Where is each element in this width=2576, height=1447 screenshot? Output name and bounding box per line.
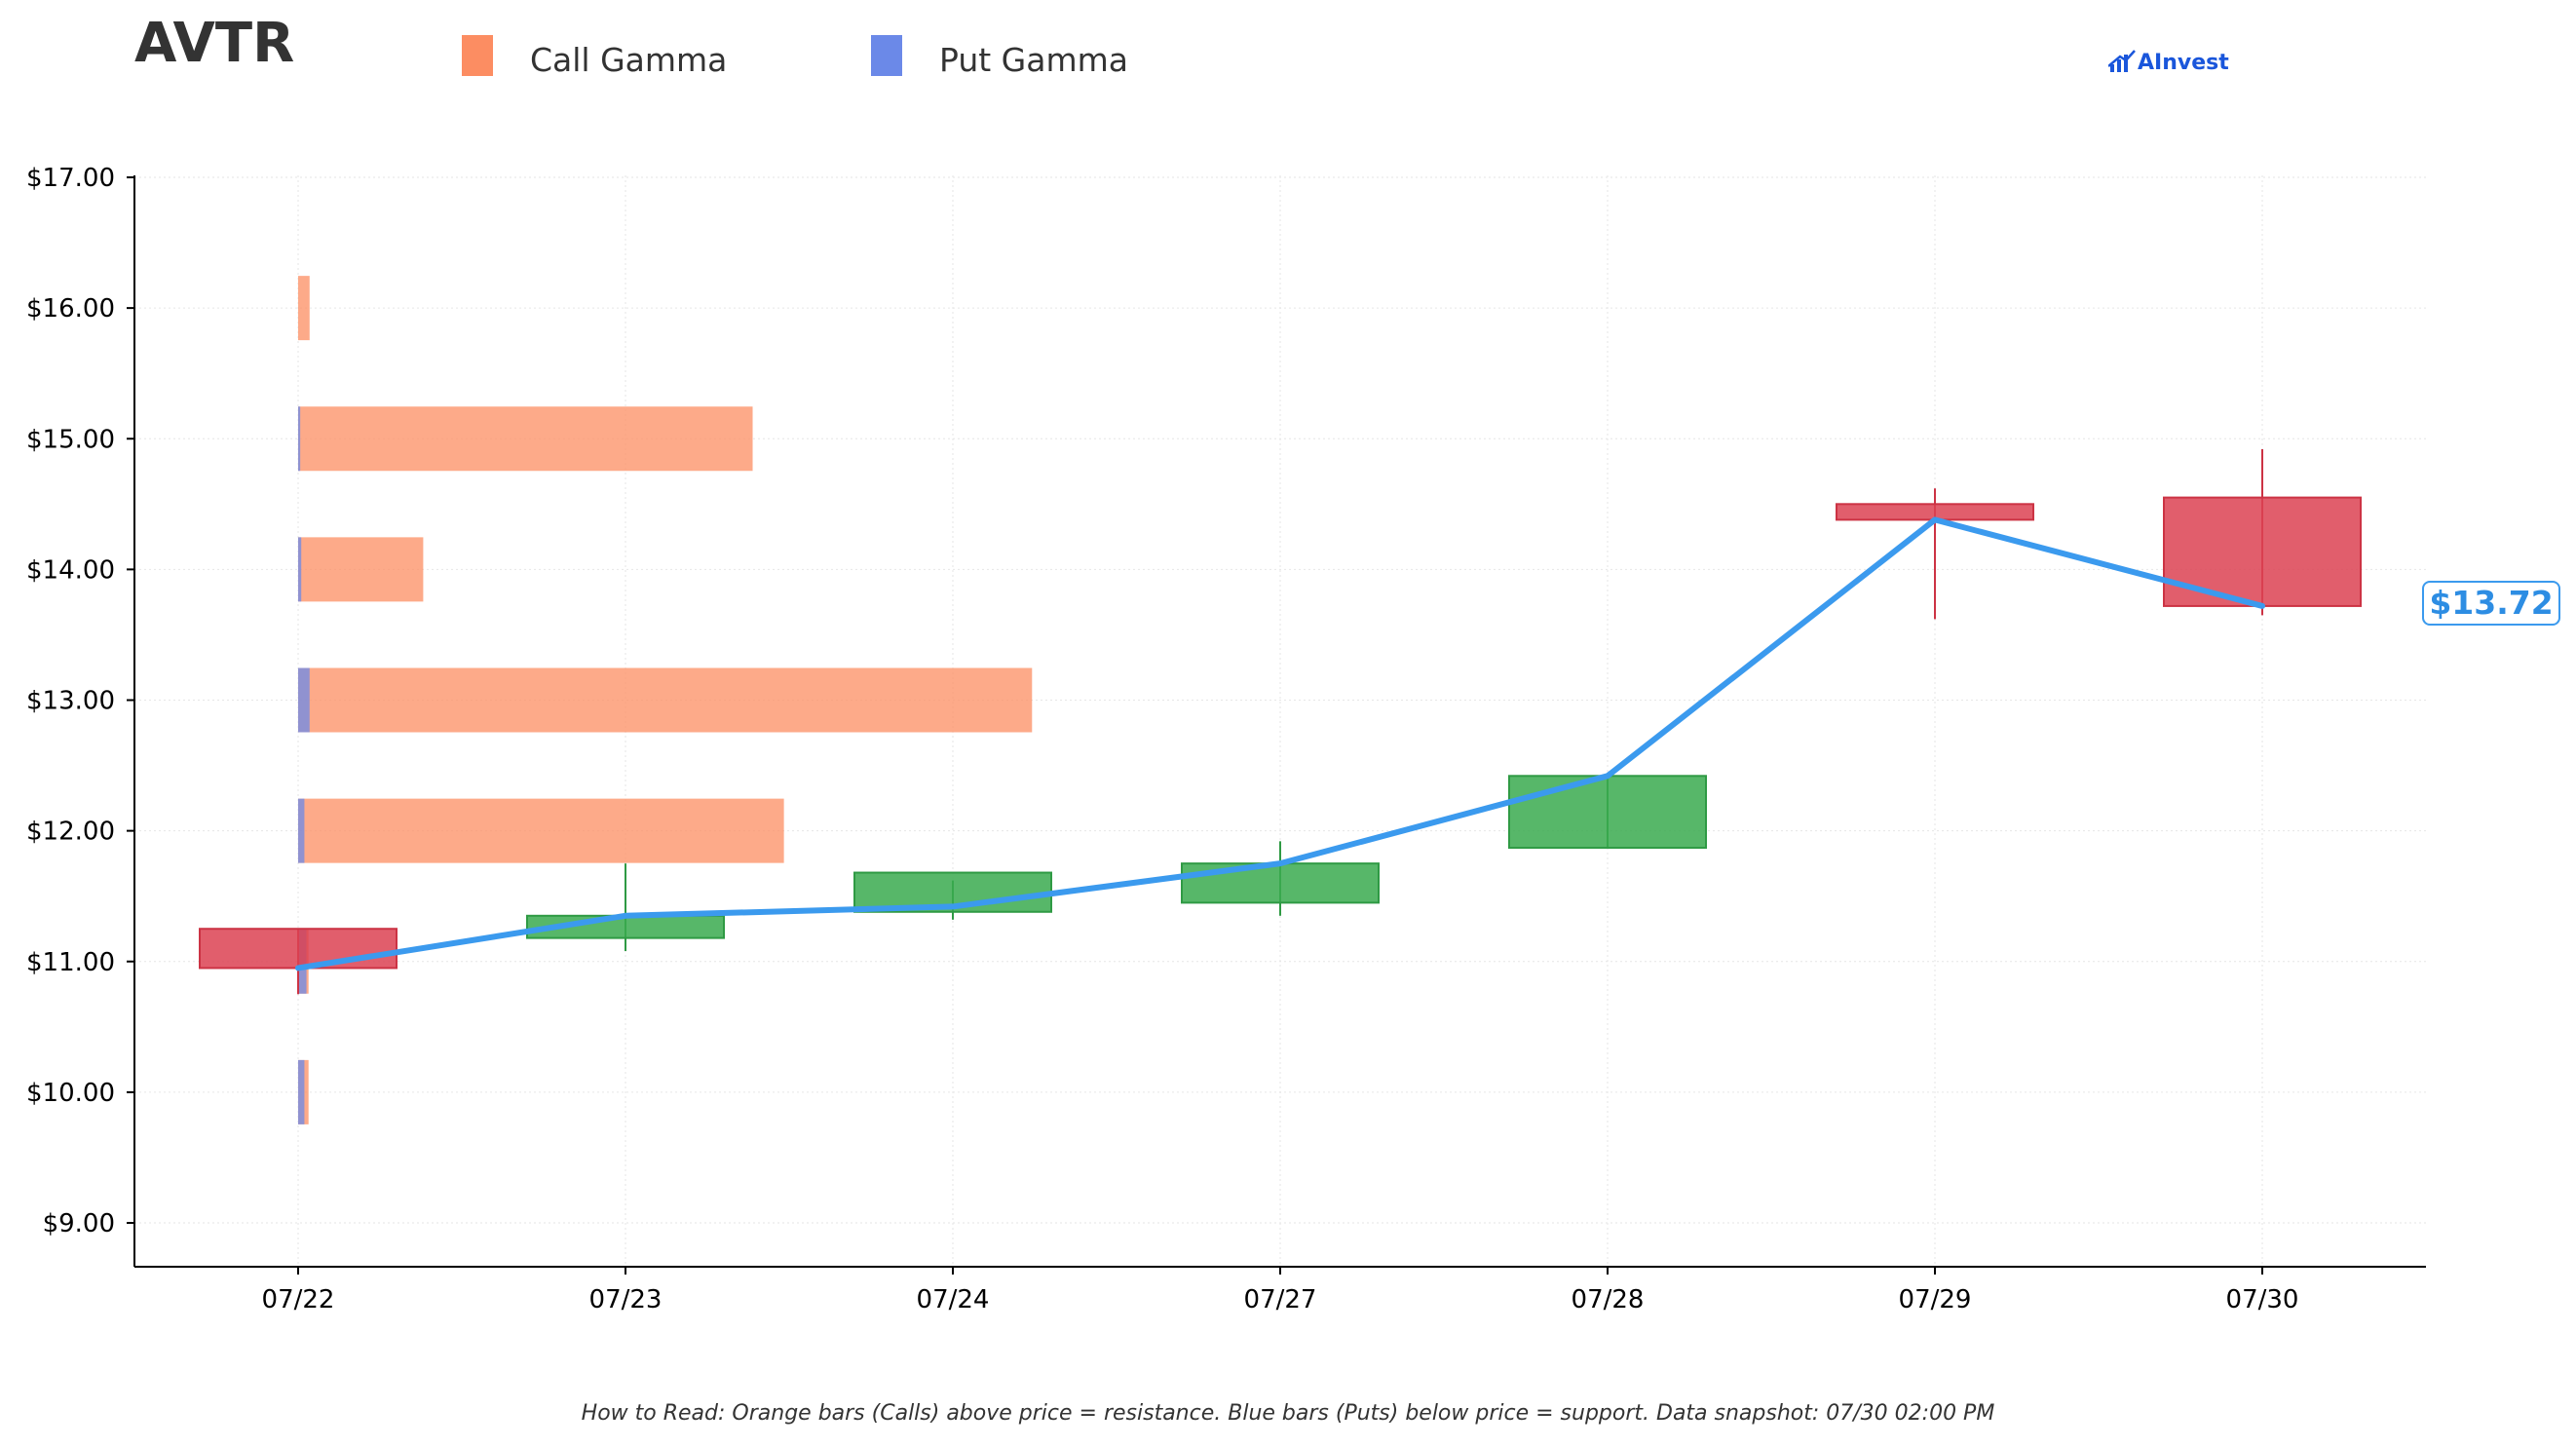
y-tick-label: $13.00 — [26, 687, 115, 716]
call-gamma-bar — [298, 667, 1033, 733]
price-line — [295, 516, 2265, 971]
ainvest-logo-icon — [2107, 50, 2136, 72]
call-gamma-swatch — [462, 35, 493, 76]
ainvest-logo-text: AInvest — [2138, 51, 2229, 75]
y-tick-label: $11.00 — [26, 948, 115, 977]
candle-body — [199, 928, 398, 970]
last-price-tag: $13.72 — [2422, 581, 2560, 626]
put-gamma-bar — [298, 537, 302, 602]
ticker-title: AVTR — [134, 12, 295, 75]
put-gamma-bar — [298, 798, 305, 863]
call-gamma-label: Call Gamma — [530, 41, 728, 79]
call-gamma-bar — [298, 276, 310, 341]
y-tick-label: $9.00 — [43, 1209, 115, 1238]
y-tick-label: $14.00 — [26, 555, 115, 585]
y-tick-label: $10.00 — [26, 1079, 115, 1108]
x-tick-label: 07/30 — [2226, 1285, 2299, 1314]
call-gamma-bar — [298, 537, 424, 602]
y-tick-label: $15.00 — [26, 425, 115, 454]
y-tick-label: $17.00 — [26, 164, 115, 193]
ainvest-logo: AInvest — [2107, 49, 2229, 80]
put-gamma-swatch — [871, 35, 902, 76]
x-tick-label: 07/24 — [917, 1285, 990, 1314]
call-gamma-bar — [298, 406, 753, 472]
x-tick-label: 07/29 — [1899, 1285, 1972, 1314]
y-tick-label: $16.00 — [26, 294, 115, 324]
footnote: How to Read: Orange bars (Calls) above p… — [581, 1401, 1995, 1426]
candle-body — [1508, 775, 1707, 850]
candle-body — [1181, 862, 1380, 904]
x-tick-label: 07/22 — [262, 1285, 335, 1314]
call-gamma-bar — [298, 798, 784, 863]
put-gamma-bar — [298, 406, 301, 472]
x-tick-label: 07/23 — [589, 1285, 663, 1314]
put-gamma-label: Put Gamma — [939, 41, 1128, 79]
x-tick-label: 07/28 — [1572, 1285, 1645, 1314]
y-tick-label: $12.00 — [26, 818, 115, 847]
x-tick-label: 07/27 — [1244, 1285, 1317, 1314]
put-gamma-bar — [298, 667, 310, 733]
put-gamma-bar — [298, 1059, 305, 1124]
